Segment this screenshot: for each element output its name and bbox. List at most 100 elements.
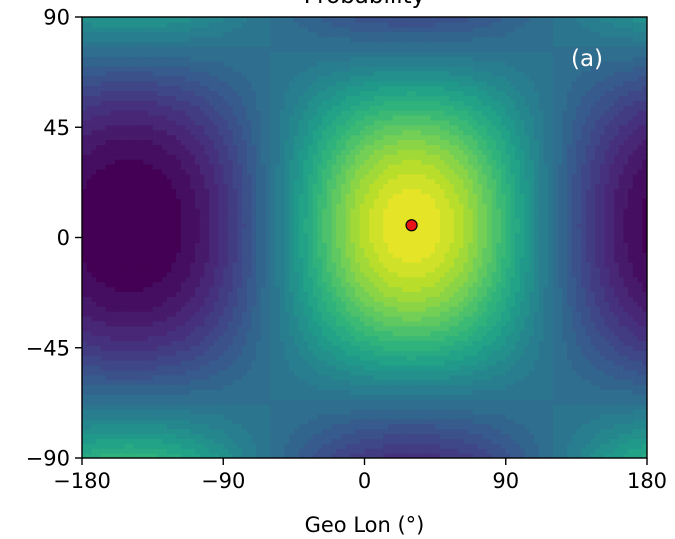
heatmap-cell: [453, 423, 460, 430]
heatmap-cell: [566, 374, 573, 381]
heatmap-cell: [124, 325, 130, 332]
heatmap-cell: [632, 276, 639, 283]
heatmap-cell: [364, 276, 370, 283]
heatmap-cell: [246, 311, 253, 317]
heatmap-cell: [566, 364, 573, 371]
heatmap-cell: [308, 330, 314, 337]
heatmap-cell: [260, 266, 267, 273]
heatmap-cell: [623, 374, 629, 381]
heatmap-cell: [604, 384, 610, 390]
heatmap-cell: [195, 404, 201, 410]
heatmap-cell: [430, 448, 436, 454]
heatmap-cell: [129, 418, 135, 425]
heatmap-cell: [534, 281, 540, 288]
heatmap-cell: [138, 281, 144, 288]
heatmap-cell: [298, 364, 304, 371]
heatmap-cell: [171, 409, 177, 415]
heatmap-cell: [435, 428, 441, 435]
heatmap-cell: [312, 345, 319, 351]
heatmap-cell: [129, 257, 135, 263]
heatmap-cell: [237, 315, 243, 322]
heatmap-cell: [642, 413, 647, 420]
heatmap-cell: [477, 325, 483, 332]
heatmap-cell: [110, 286, 116, 292]
heatmap-cell: [524, 418, 530, 425]
heatmap-cell: [133, 355, 140, 361]
heatmap-cell: [204, 311, 210, 317]
heatmap-cell: [421, 281, 427, 288]
heatmap-cell: [242, 404, 248, 410]
heatmap-cell: [604, 320, 610, 327]
heatmap-cell: [317, 389, 323, 395]
heatmap-cell: [303, 266, 309, 273]
heatmap-cell: [595, 271, 601, 278]
heatmap-cell: [458, 271, 464, 278]
heatmap-cell: [166, 360, 173, 366]
heatmap-cell: [449, 413, 455, 420]
heatmap-cell: [340, 345, 347, 351]
heatmap-cell: [534, 413, 540, 420]
heatmap-cell: [609, 404, 615, 410]
heatmap-cell: [350, 281, 356, 288]
heatmap-cell: [383, 374, 389, 381]
heatmap-cell: [477, 433, 483, 439]
heatmap-cell: [237, 345, 243, 351]
heatmap-cell: [190, 266, 196, 273]
heatmap-cell: [166, 413, 173, 420]
heatmap-cell: [91, 340, 97, 346]
heatmap-cell: [435, 335, 441, 341]
heatmap-cell: [524, 355, 530, 361]
heatmap-cell: [237, 374, 243, 381]
heatmap-cell: [152, 315, 158, 322]
heatmap-cell: [195, 262, 201, 268]
heatmap-cell: [185, 418, 191, 425]
heatmap-cell: [614, 453, 620, 458]
heatmap-cell: [614, 438, 620, 444]
heatmap-cell: [637, 369, 643, 376]
heatmap-cell: [628, 286, 634, 292]
heatmap-cell: [289, 340, 295, 346]
heatmap-cell: [369, 374, 375, 381]
heatmap-cell: [355, 350, 361, 356]
heatmap-cell: [157, 374, 163, 381]
heatmap-cell: [477, 306, 483, 312]
heatmap-cell: [632, 404, 639, 410]
heatmap-cell: [576, 311, 582, 317]
heatmap-cell: [406, 320, 413, 327]
heatmap-cell: [293, 276, 300, 283]
heatmap-cell: [284, 369, 290, 376]
heatmap-cell: [552, 409, 559, 415]
heatmap-cell: [538, 438, 545, 444]
heatmap-cell: [618, 315, 625, 322]
heatmap-cell: [171, 286, 177, 292]
heatmap-cell: [439, 438, 446, 444]
heatmap-cell: [614, 355, 620, 361]
heatmap-cell: [463, 320, 469, 327]
heatmap-cell: [209, 355, 215, 361]
heatmap-cell: [223, 262, 229, 268]
heatmap-cell: [378, 409, 384, 415]
heatmap-cell: [213, 389, 220, 395]
heatmap-cell: [515, 355, 521, 361]
heatmap-cell: [378, 320, 384, 327]
heatmap-cell: [364, 394, 370, 400]
heatmap-cell: [355, 394, 361, 400]
heatmap-cell: [491, 291, 497, 297]
heatmap-cell: [213, 257, 220, 263]
heatmap-cell: [114, 404, 121, 410]
heatmap-cell: [260, 443, 267, 449]
heatmap-cell: [190, 271, 196, 278]
heatmap-cell: [632, 306, 639, 312]
heatmap-cell: [171, 262, 177, 268]
heatmap-cell: [642, 355, 647, 361]
heatmap-cell: [298, 257, 304, 263]
heatmap-cell: [298, 369, 304, 376]
heatmap-cell: [270, 423, 276, 430]
heatmap-cell: [209, 325, 215, 332]
heatmap-cell: [519, 301, 526, 307]
heatmap-cell: [581, 335, 587, 341]
heatmap-cell: [604, 325, 610, 332]
heatmap-cell: [209, 306, 215, 312]
heatmap-cell: [425, 413, 432, 420]
heatmap-cell: [162, 330, 168, 337]
